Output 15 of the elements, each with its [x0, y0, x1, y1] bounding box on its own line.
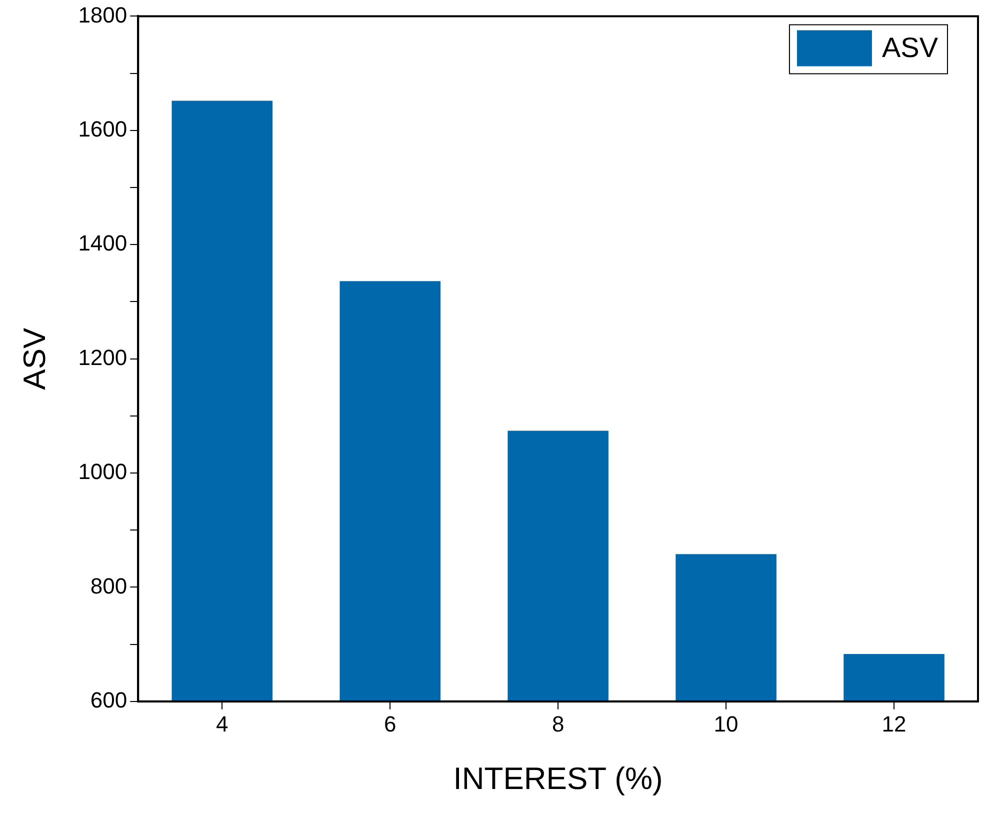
x-tick-label: 12 [882, 712, 906, 737]
x-tick-label: 6 [384, 712, 396, 737]
legend-label: ASV [882, 32, 938, 63]
x-tick-label: 10 [714, 712, 738, 737]
y-tick-label: 600 [90, 687, 128, 712]
y-tick-label: 800 [90, 573, 128, 598]
x-tick-label: 8 [552, 712, 564, 737]
y-tick-label: 1400 [78, 230, 128, 256]
y-tick-label: 1000 [78, 459, 128, 484]
x-axis-title: INTEREST (%) [453, 760, 663, 796]
y-tick-label: 1200 [78, 344, 128, 370]
x-tick-label: 4 [216, 712, 228, 737]
y-tick-label: 1600 [78, 116, 128, 142]
y-axis-title: ASV [17, 327, 52, 390]
y-tick-label: 1800 [78, 2, 128, 28]
